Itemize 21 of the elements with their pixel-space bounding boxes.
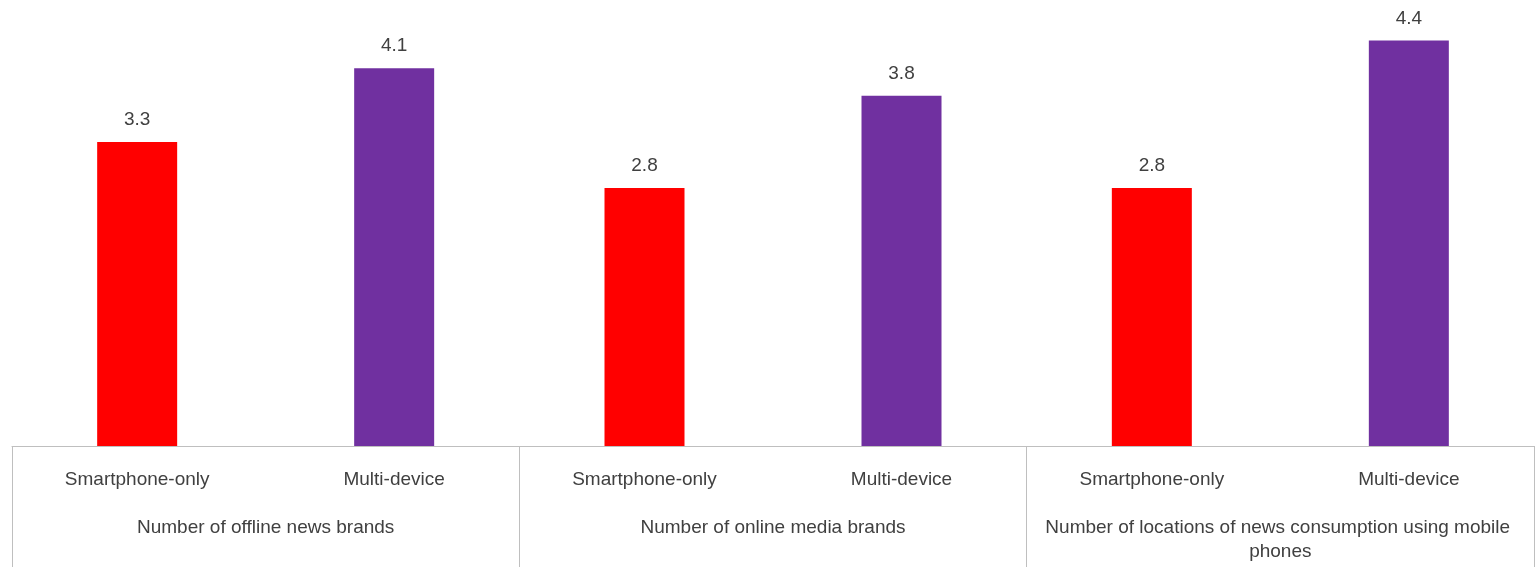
data-label: 4.4 bbox=[1395, 6, 1423, 28]
series-label: Smartphone-only bbox=[64, 467, 210, 489]
text: Smartphone-only bbox=[1079, 467, 1225, 489]
x-tick-label: Number of online media brands bbox=[640, 515, 906, 537]
text: Multi-device bbox=[850, 467, 953, 489]
bar bbox=[861, 95, 942, 446]
data-label: 4.1 bbox=[380, 34, 408, 56]
data-label: 3.8 bbox=[888, 61, 915, 83]
bar bbox=[97, 141, 178, 446]
x-tick-label: Number of locations of news consumption using mobile phones bbox=[1045, 515, 1516, 561]
data-label: 2.8 bbox=[631, 153, 658, 175]
text: Smartphone-only bbox=[572, 467, 717, 489]
bar bbox=[1111, 187, 1192, 446]
text: Multi-device bbox=[343, 467, 445, 489]
data-label: 2.8 bbox=[1138, 153, 1166, 175]
bar bbox=[354, 68, 435, 446]
bar bbox=[604, 187, 685, 446]
bar bbox=[1368, 40, 1449, 446]
series-label: Multi-device bbox=[1358, 467, 1460, 489]
data-label: 3.3 bbox=[123, 107, 151, 129]
x-tick-label: Number of offline news brands bbox=[136, 515, 395, 537]
